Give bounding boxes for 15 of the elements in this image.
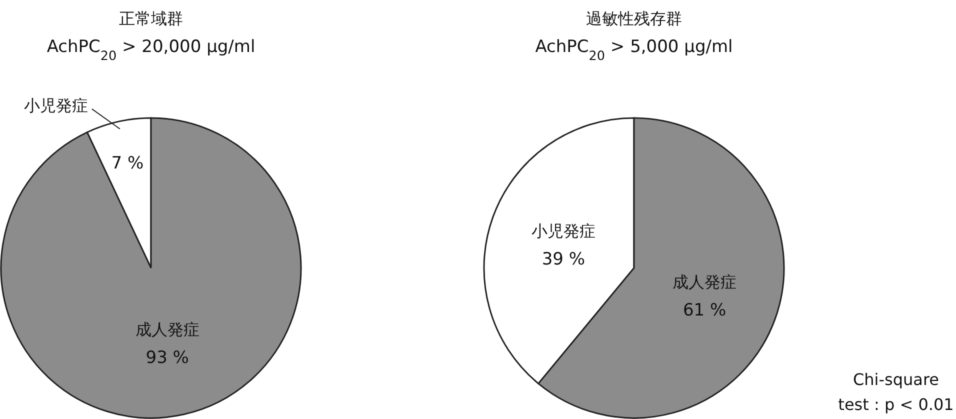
data-label: 61 %: [682, 300, 726, 320]
pie-slice: [0, 117, 302, 419]
data-label: 7 %: [111, 154, 144, 174]
data-label: 93 %: [146, 348, 189, 368]
chart-title: 正常域群: [119, 9, 183, 28]
text: test : p < 0.01: [838, 395, 954, 414]
slice-label: 小児発症: [24, 96, 88, 115]
text: Chi-square: [852, 370, 940, 389]
chart-subtitle: AchPC$_{20}$ > 5,000 μg/ml: [535, 37, 733, 64]
chart-subtitle: AchPC$_{20}$ > 20,000 μg/ml: [46, 37, 256, 64]
data-label: 39 %: [542, 250, 586, 270]
slice-label: 成人発症: [672, 272, 737, 292]
slice-label: 小児発症: [531, 222, 596, 241]
slice-label: 成人発症: [135, 320, 200, 340]
chart-title: 過敏性残存群: [586, 9, 682, 28]
